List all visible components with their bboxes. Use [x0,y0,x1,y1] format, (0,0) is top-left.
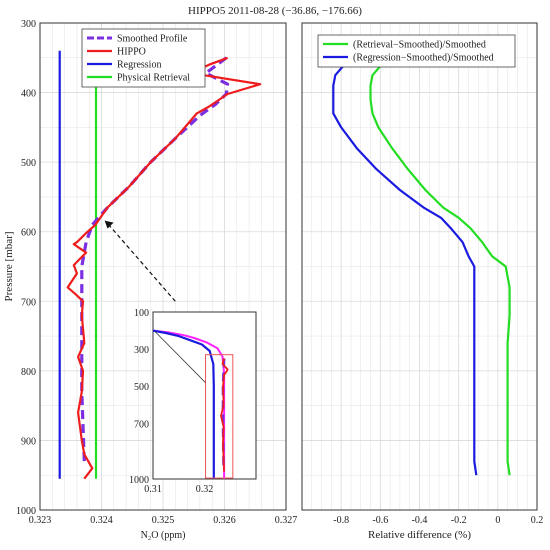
right-x-tick-label: -0.6 [372,515,388,526]
right-x-tick-label: -0.4 [412,515,428,526]
left-legend: Smoothed Profile HIPPO Regression Physical … [81,28,206,88]
inset-y-tick-label: 700 [134,419,149,430]
left-legend-label: Smoothed Profile [117,34,188,45]
left-x-tick-label: 0.326 [213,515,236,526]
left-y-tick-label: 300 [21,19,36,30]
left-x-axis-label: N₂O (ppm) [141,530,186,541]
left-y-tick-label: 600 [21,228,36,239]
inset-zoom-box [205,354,234,479]
right-x-axis-label: Relative difference (%) [368,529,471,541]
left-legend-label: Regression [117,60,161,71]
inset-y-tick-label: 500 [134,382,149,393]
left-y-tick-label: 400 [21,89,36,100]
left-y-tick-label: 800 [21,367,36,378]
left-x-tick-label: 0.325 [152,515,175,526]
right-legend-label: (Retrieval−Smoothed)/Smoothed [353,40,486,51]
right-panel: -0.8 -0.6 -0.4 -0.2 0 0.2 (Retrieval−Smoothed)… [301,22,544,526]
inset-smoothed-line [221,358,226,470]
inset-blue-line [153,329,215,479]
smoothed-profile-line [80,56,230,462]
inset-y-tick-label: 300 [134,345,149,356]
left-y-tick-label: 500 [21,158,36,169]
left-plot-frame [39,22,287,511]
left-y-tick-label: 1000 [16,506,36,517]
inset-frame [152,311,257,480]
zoom-arrow-head [104,220,114,229]
zoom-arrow-shaft [108,224,176,302]
left-y-tick-label: 900 [21,436,36,447]
inset-magenta-line [153,329,226,479]
right-x-tick-label: -0.8 [333,515,349,526]
regression-rel-diff-line [326,56,478,476]
retrieval-rel-diff-line [367,56,511,476]
right-legend-label: (Regression−Smoothed)/Smoothed [353,53,494,64]
left-legend-label: HIPPO [117,47,146,58]
left-y-axis-label: Pressure [mbar] [3,232,15,302]
right-x-tick-label: -0.2 [451,515,467,526]
hippo-line [66,56,262,480]
right-legend: (Retrieval−Smoothed)/Smoothed (Regression… [317,34,516,68]
inset-panel: 0.31 0.32 100 300 500 700 1000 [129,308,257,495]
right-legend-box [317,34,516,68]
inset-y-tick-label: 100 [134,308,149,319]
inset-y-tick-label: 1000 [129,475,149,486]
inset-x-tick-label: 0.32 [196,484,214,495]
left-y-tick-label: 700 [21,297,36,308]
left-legend-label: Physical Retrieval [117,73,190,84]
left-x-tick-label: 0.324 [90,515,113,526]
right-plot-frame [301,22,538,511]
inset-hippo-line [220,358,229,472]
left-x-tick-label: 0.327 [275,515,298,526]
left-x-tick-label: 0.323 [29,515,52,526]
right-x-tick-label: 0 [495,515,500,526]
inset-leader-line [154,331,206,383]
inset-x-tick-label: 0.31 [144,484,162,495]
right-x-tick-label: 0.2 [531,515,544,526]
chart-title: HIPPO5 2011-08-28 (−36.86, −176.66) [188,5,362,17]
